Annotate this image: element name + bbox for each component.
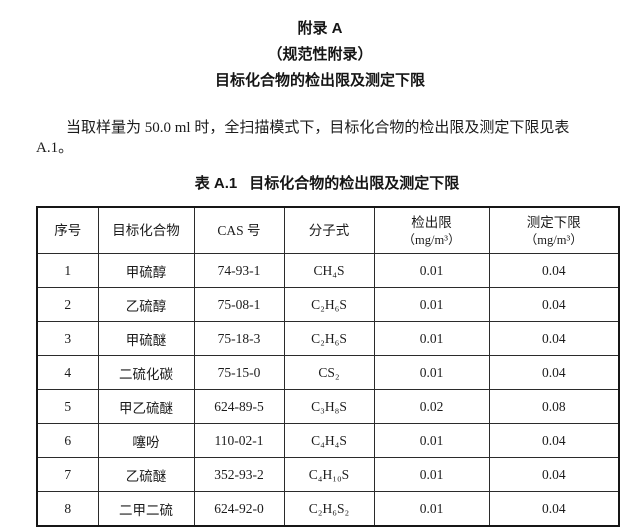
table-row: 2 乙硫醇 75-08-1 C₂H₆S 0.01 0.04 (36, 287, 620, 322)
col-header-compound: 目标化合物 (97, 206, 195, 254)
table-caption: 表 A.1 目标化合物的检出限及测定下限 (36, 174, 618, 194)
col-header-label: 测定下限 (526, 214, 581, 230)
col-header-unit: （mg/m³） (524, 232, 583, 247)
cell-lower-limit: 0.04 (488, 287, 620, 322)
col-header-lower-limit: 测定下限 （mg/m³） (488, 206, 620, 254)
cell-formula: CS₂ (283, 355, 375, 390)
col-header-label: 目标化合物 (112, 222, 180, 238)
cell-index: 1 (36, 253, 99, 288)
col-header-unit: （mg/m³） (402, 232, 461, 247)
cell-formula: CH₄S (283, 253, 375, 288)
body-paragraph: 当取样量为 50.0 ml 时，全扫描模式下，目标化合物的检出限及测定下限见表 … (36, 120, 570, 156)
cell-compound: 甲硫醇 (97, 253, 195, 288)
cell-index: 6 (36, 423, 99, 458)
table-row: 5 甲乙硫醚 624-89-5 C₃H₈S 0.02 0.08 (36, 389, 620, 424)
table-row: 8 二甲二硫 624-92-0 C₂H₆S₂ 0.01 0.04 (36, 491, 620, 527)
cell-cas: 75-08-1 (193, 287, 285, 322)
cell-index: 4 (36, 355, 99, 390)
cell-compound: 甲硫醚 (97, 321, 195, 356)
cell-lower-limit: 0.04 (488, 321, 620, 356)
cell-cas: 75-15-0 (193, 355, 285, 390)
cell-compound: 二硫化碳 (97, 355, 195, 390)
cell-formula: C₄H₄S (283, 423, 375, 458)
cell-cas: 624-92-0 (193, 491, 285, 527)
cell-lower-limit: 0.04 (488, 423, 620, 458)
cell-compound: 乙硫醚 (97, 457, 195, 492)
cell-formula: C₄H₁₀S (283, 457, 375, 492)
appendix-heading: 附录 A (297, 20, 343, 37)
cell-detection-limit: 0.01 (373, 457, 490, 492)
cell-index: 8 (36, 491, 99, 527)
cell-cas: 75-18-3 (193, 321, 285, 356)
cell-detection-limit: 0.01 (373, 491, 490, 527)
table-row: 6 噻吩 110-02-1 C₄H₄S 0.01 0.04 (36, 423, 620, 458)
cell-index: 2 (36, 287, 99, 322)
cell-compound: 甲乙硫醚 (97, 389, 195, 424)
table-row: 3 甲硫醚 75-18-3 C₂H₆S 0.01 0.04 (36, 321, 620, 356)
cell-compound: 噻吩 (97, 423, 195, 458)
cell-lower-limit: 0.08 (488, 389, 620, 424)
col-header-label: CAS 号 (217, 222, 261, 238)
cell-cas: 110-02-1 (193, 423, 285, 458)
appendix-normative-heading: （规范性附录） (267, 46, 373, 63)
cell-lower-limit: 0.04 (488, 253, 620, 288)
cell-cas: 74-93-1 (193, 253, 285, 288)
cell-detection-limit: 0.01 (373, 253, 490, 288)
col-header-cas: CAS 号 (193, 206, 285, 254)
cell-formula: C₂H₆S (283, 287, 375, 322)
table-caption-title: 目标化合物的检出限及测定下限 (249, 175, 460, 192)
cell-lower-limit: 0.04 (488, 491, 620, 527)
cell-index: 7 (36, 457, 99, 492)
col-header-formula: 分子式 (283, 206, 375, 254)
col-header-index: 序号 (36, 206, 99, 254)
cell-detection-limit: 0.01 (373, 355, 490, 390)
detection-limits-table: 序号 目标化合物 CAS 号 分子式 检出限 （mg/m³） 测定下限 （mg/ (36, 206, 620, 527)
col-header-label: 检出限 (411, 214, 452, 230)
cell-cas: 352-93-2 (193, 457, 285, 492)
cell-compound: 二甲二硫 (97, 491, 195, 527)
table-row: 4 二硫化碳 75-15-0 CS₂ 0.01 0.04 (36, 355, 620, 390)
col-header-detection-limit: 检出限 （mg/m³） (373, 206, 490, 254)
cell-compound: 乙硫醇 (97, 287, 195, 322)
cell-index: 5 (36, 389, 99, 424)
col-header-label: 序号 (54, 222, 82, 238)
appendix-title-heading: 目标化合物的检出限及测定下限 (214, 72, 425, 89)
table-header-row: 序号 目标化合物 CAS 号 分子式 检出限 （mg/m³） 测定下限 （mg/ (36, 206, 620, 254)
cell-detection-limit: 0.01 (373, 423, 490, 458)
cell-formula: C₂H₆S (283, 321, 375, 356)
cell-cas: 624-89-5 (193, 389, 285, 424)
table-row: 1 甲硫醇 74-93-1 CH₄S 0.01 0.04 (36, 253, 620, 288)
cell-formula: C₂H₆S₂ (283, 491, 375, 527)
cell-detection-limit: 0.02 (373, 389, 490, 424)
cell-lower-limit: 0.04 (488, 457, 620, 492)
cell-formula: C₃H₈S (283, 389, 375, 424)
table-body: 1 甲硫醇 74-93-1 CH₄S 0.01 0.04 2 乙硫醇 75-08-1 C₂H₆S 0… (36, 253, 620, 527)
table-caption-label: 表 A.1 (194, 175, 238, 192)
table-row: 7 乙硫醚 352-93-2 C₄H₁₀S 0.01 0.04 (36, 457, 620, 492)
cell-detection-limit: 0.01 (373, 287, 490, 322)
cell-detection-limit: 0.01 (373, 321, 490, 356)
col-header-label: 分子式 (308, 222, 350, 238)
cell-index: 3 (36, 321, 99, 356)
cell-lower-limit: 0.04 (488, 355, 620, 390)
